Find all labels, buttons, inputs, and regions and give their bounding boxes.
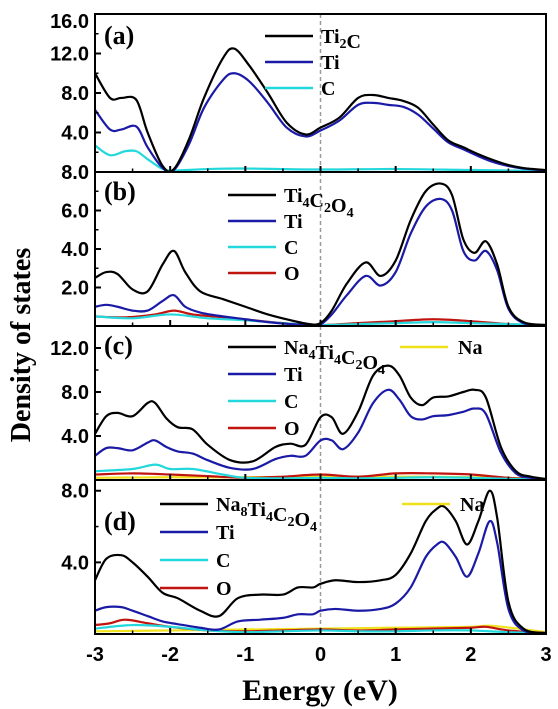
legend-label: Na xyxy=(460,494,484,516)
y-tick-label: 4.0 xyxy=(61,426,89,448)
x-tick-label: 2 xyxy=(465,644,476,666)
panel-label: (c) xyxy=(104,331,133,360)
y-tick-label: 4.0 xyxy=(61,123,89,145)
x-tick-label: -2 xyxy=(161,644,179,666)
y-tick-label: 8.0 xyxy=(61,382,89,404)
series-line-ti xyxy=(95,197,546,326)
legend-label: Ti xyxy=(216,522,235,544)
series-line-total xyxy=(95,489,546,634)
series-line-c xyxy=(95,144,546,172)
series-line-total xyxy=(95,182,546,326)
y-tick-label: 4.0 xyxy=(61,552,89,574)
panel-label: (a) xyxy=(104,21,134,50)
legend-label: Ti4C2O4 xyxy=(284,185,354,221)
y-tick-label: 4.0 xyxy=(61,239,89,261)
panel-label: (d) xyxy=(104,507,136,536)
legend-label: O xyxy=(284,418,300,440)
y-tick-label: 6.0 xyxy=(61,201,89,223)
series-line-ti xyxy=(95,388,546,480)
y-tick-label: 12.0 xyxy=(50,338,89,360)
series-line-ti xyxy=(95,72,546,172)
series-line-total xyxy=(95,47,546,172)
legend-label: Na8Ti4C2O4 xyxy=(216,494,317,535)
y-tick-label: 8.0 xyxy=(61,83,89,105)
legend-label: Ti xyxy=(284,364,303,386)
y-tick-label: 8.0 xyxy=(61,481,89,503)
x-tick-label: 0 xyxy=(315,644,326,666)
legend-label: Na4Ti4C2O4 xyxy=(284,337,385,378)
legend-label: O xyxy=(284,263,300,285)
x-tick-label: 1 xyxy=(390,644,401,666)
y-tick-label: 8.0 xyxy=(61,162,89,184)
legend-label: Ti xyxy=(321,52,340,74)
legend-label: Ti2C xyxy=(321,26,361,53)
y-tick-label: 16.0 xyxy=(50,11,89,33)
x-tick-label: -1 xyxy=(236,644,254,666)
x-axis-label: Energy (eV) xyxy=(242,674,398,707)
x-tick-label: -3 xyxy=(86,644,104,666)
series-line-total xyxy=(95,364,546,480)
y-tick-label: 12.0 xyxy=(50,44,89,66)
legend-label: C xyxy=(284,391,298,413)
panel-label: (b) xyxy=(104,177,136,206)
legend-label: C xyxy=(284,237,298,259)
legend-label: O xyxy=(216,578,232,600)
series-line-na xyxy=(95,624,546,634)
legend-label: C xyxy=(216,550,230,572)
legend-label: Na xyxy=(458,337,482,359)
y-tick-label: 2.0 xyxy=(61,278,89,300)
y-axis-label: Density of states xyxy=(6,248,37,443)
series-line-ti xyxy=(95,519,546,634)
legend-label: Ti xyxy=(284,211,303,233)
x-tick-label: 3 xyxy=(540,644,551,666)
legend-label: C xyxy=(321,78,335,100)
